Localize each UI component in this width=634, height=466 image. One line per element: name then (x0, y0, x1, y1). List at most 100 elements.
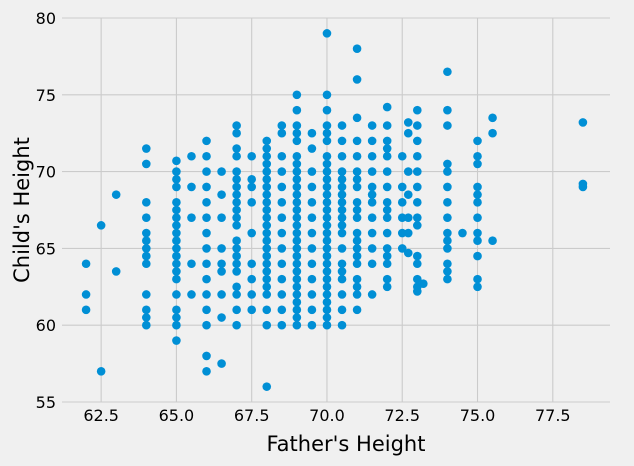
y-tick-label: 65 (36, 239, 56, 258)
data-point (202, 182, 211, 192)
data-point (352, 282, 362, 292)
data-point (262, 244, 272, 253)
data-point (232, 251, 241, 261)
data-point (142, 305, 151, 315)
data-point (352, 251, 362, 261)
data-point (322, 182, 332, 192)
data-point (111, 267, 121, 276)
data-point (292, 174, 302, 184)
data-point (337, 274, 347, 284)
data-point (352, 236, 362, 246)
data-point (247, 259, 256, 269)
data-point (367, 198, 377, 207)
data-point (292, 159, 302, 169)
data-point (322, 305, 332, 315)
data-point (96, 221, 106, 230)
data-point (292, 182, 302, 192)
data-point (262, 136, 272, 146)
data-point (142, 313, 151, 322)
data-point (277, 320, 287, 330)
data-point (232, 167, 241, 176)
data-point (403, 167, 413, 176)
data-point (367, 290, 377, 299)
data-point (292, 267, 302, 276)
data-point (172, 205, 181, 215)
data-point (488, 128, 497, 138)
data-point (322, 205, 332, 215)
data-point (473, 274, 482, 284)
data-point (443, 274, 452, 284)
data-point (217, 290, 226, 299)
data-point (292, 282, 302, 292)
data-point (578, 118, 588, 127)
data-point (202, 151, 211, 161)
data-point (307, 128, 317, 138)
data-point (337, 190, 347, 199)
data-point (412, 287, 422, 296)
data-point (397, 213, 407, 222)
data-point (187, 213, 196, 222)
data-point (322, 267, 332, 276)
x-tick-label: 67.5 (234, 406, 270, 425)
data-point (488, 113, 497, 123)
data-point (187, 182, 196, 192)
data-point (81, 305, 91, 315)
x-tick-label: 70.0 (309, 406, 345, 425)
x-axis-label: Father's Height (267, 432, 426, 456)
data-point (81, 290, 91, 299)
data-point (443, 244, 452, 253)
data-point (262, 159, 272, 169)
data-point (81, 259, 91, 269)
data-point (473, 228, 482, 238)
data-point (217, 259, 226, 269)
data-point (172, 167, 181, 176)
data-point (172, 228, 181, 238)
data-point (337, 198, 347, 207)
data-point (443, 67, 452, 77)
data-point (172, 290, 181, 299)
data-point (202, 167, 211, 176)
data-point (217, 190, 226, 199)
data-point (277, 151, 287, 161)
data-point (337, 244, 347, 253)
data-point (382, 244, 392, 253)
data-point (337, 290, 347, 299)
data-point (307, 259, 317, 269)
data-point (367, 244, 377, 253)
data-point (382, 167, 392, 176)
data-points (81, 29, 588, 391)
data-point (337, 205, 347, 215)
data-point (397, 244, 407, 253)
data-point (403, 128, 413, 138)
data-point (202, 351, 211, 361)
data-point (262, 174, 272, 184)
x-tick-label: 77.5 (535, 406, 571, 425)
data-point (322, 221, 332, 230)
data-point (337, 174, 347, 184)
data-point (412, 259, 422, 269)
data-point (443, 105, 452, 115)
data-point (412, 251, 422, 261)
data-point (262, 251, 272, 261)
data-point (142, 320, 151, 330)
data-point (262, 259, 272, 269)
data-point (367, 190, 377, 199)
data-point (322, 90, 332, 100)
data-point (292, 313, 302, 322)
data-point (232, 305, 241, 315)
data-point (202, 198, 211, 207)
data-point (322, 274, 332, 284)
data-point (473, 213, 482, 222)
data-point (367, 151, 377, 161)
data-point (322, 105, 332, 115)
data-point (412, 221, 422, 230)
data-point (292, 274, 302, 284)
data-point (232, 128, 241, 138)
data-point (142, 244, 151, 253)
data-point (307, 182, 317, 192)
data-point (367, 136, 377, 146)
y-tick-label: 60 (36, 316, 56, 335)
y-axis-label: Child's Height (10, 137, 34, 283)
data-point (202, 305, 211, 315)
data-point (352, 305, 362, 315)
